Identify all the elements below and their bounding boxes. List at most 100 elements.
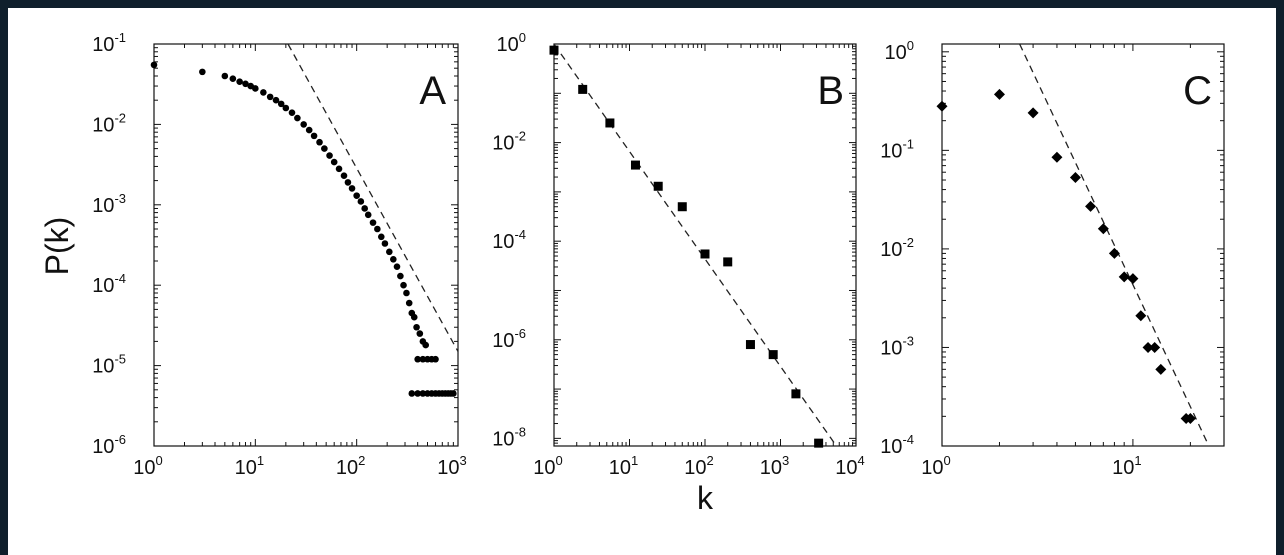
x-tick-label: 102 — [684, 453, 713, 479]
data-point — [353, 192, 360, 199]
data-point — [1069, 172, 1081, 184]
data-point — [768, 350, 778, 360]
panel-c: 100 101 10-4 10-3 10-2 10-1 100 C — [880, 38, 1225, 479]
x-axis-label: k — [697, 480, 714, 516]
data-point — [1184, 413, 1196, 425]
data-point — [432, 355, 439, 363]
data-point — [221, 72, 229, 80]
y-tick-label: 10-1 — [92, 30, 126, 56]
data-point — [330, 158, 338, 166]
fit-line — [1019, 44, 1210, 446]
data-point — [1097, 223, 1109, 235]
y-tick-label: 10-8 — [492, 424, 526, 450]
y-tick-label: 10-4 — [880, 432, 914, 458]
data-point — [321, 145, 328, 152]
data-point — [414, 390, 421, 397]
data-point — [381, 240, 389, 247]
y-tick-label: 10-4 — [492, 227, 526, 253]
data-point — [326, 152, 333, 159]
y-tick-label: 100 — [497, 30, 526, 56]
data-point — [361, 205, 368, 212]
data-point — [405, 299, 413, 307]
panel-label: A — [419, 69, 446, 113]
x-tick-label: 101 — [235, 453, 264, 479]
x-tick-label: 100 — [133, 453, 162, 479]
data-point — [288, 109, 296, 116]
x-tick-label: 103 — [437, 453, 466, 479]
data-point — [605, 118, 615, 128]
y-axis-label: P(k) — [39, 217, 75, 276]
panel-a: 100 101 102 103 10-6 10-5 10-4 10-3 10-2 10-1 A — [92, 30, 467, 479]
data-point — [397, 272, 404, 280]
data-point — [416, 330, 424, 337]
x-tick-label: 102 — [336, 453, 365, 479]
data-point — [408, 390, 416, 397]
data-point — [294, 114, 301, 122]
panel-label: C — [1183, 69, 1212, 113]
data-point — [450, 390, 457, 397]
data-point — [305, 126, 313, 134]
data-point — [549, 45, 559, 55]
plot-area — [554, 44, 837, 446]
x-tick-label: 101 — [1112, 453, 1141, 479]
data-point — [1155, 363, 1167, 375]
data-point — [277, 100, 285, 108]
fit-line — [287, 44, 458, 352]
data-point — [814, 438, 824, 448]
data-point — [393, 263, 401, 270]
y-tick-label: 10-1 — [880, 136, 914, 162]
data-point — [282, 104, 290, 112]
y-tick-label: 10-2 — [492, 129, 526, 155]
data-point — [260, 89, 267, 96]
data-point — [386, 248, 393, 256]
y-tick-label: 10-6 — [492, 326, 526, 352]
x-tick-label: 104 — [835, 453, 864, 479]
data-point — [1135, 310, 1147, 322]
data-point — [630, 160, 640, 170]
plot-frame — [553, 43, 857, 447]
panel-b: 100 101 102 103 104 10-8 10-6 10-4 10-2 100 B — [492, 30, 865, 479]
data-point — [1051, 151, 1063, 163]
data-point — [413, 323, 420, 331]
y-tick-label: 10-2 — [92, 110, 126, 136]
data-point — [272, 96, 280, 104]
data-point — [340, 172, 348, 180]
data-point — [266, 93, 274, 101]
data-point — [1142, 341, 1154, 353]
y-tick-label: 10-3 — [880, 333, 914, 359]
data-point — [316, 138, 323, 146]
data-point — [745, 340, 755, 350]
data-point — [344, 179, 352, 186]
plot-frame — [941, 43, 1225, 447]
data-point — [348, 185, 356, 192]
y-tick-label: 10-5 — [92, 352, 126, 378]
data-point — [374, 225, 381, 233]
figure-frame: 100 101 102 103 10-6 10-5 10-4 10-3 10-2 10-1 A 100… — [8, 8, 1276, 555]
data-point — [578, 84, 588, 94]
data-point — [936, 100, 948, 112]
data-point — [1118, 271, 1130, 283]
data-point — [377, 233, 385, 241]
data-point — [1085, 200, 1097, 212]
data-point — [403, 289, 410, 297]
fit-line — [554, 44, 837, 446]
data-point — [700, 249, 710, 259]
data-point — [1027, 107, 1039, 119]
x-tick-label: 100 — [533, 453, 562, 479]
panel-label: B — [817, 69, 844, 113]
data-point — [236, 78, 243, 85]
data-point — [310, 132, 318, 140]
plot-area — [1019, 44, 1210, 446]
data-point — [390, 255, 397, 263]
data-point — [677, 202, 687, 212]
data-point — [335, 165, 343, 173]
data-point — [357, 198, 365, 205]
data-point — [1127, 273, 1139, 285]
plot-frame — [153, 43, 459, 447]
data-point — [229, 75, 237, 83]
data-point — [369, 219, 377, 226]
data-point — [414, 355, 421, 363]
data-point — [364, 211, 372, 219]
data-point — [422, 341, 429, 349]
data-point — [300, 121, 307, 128]
